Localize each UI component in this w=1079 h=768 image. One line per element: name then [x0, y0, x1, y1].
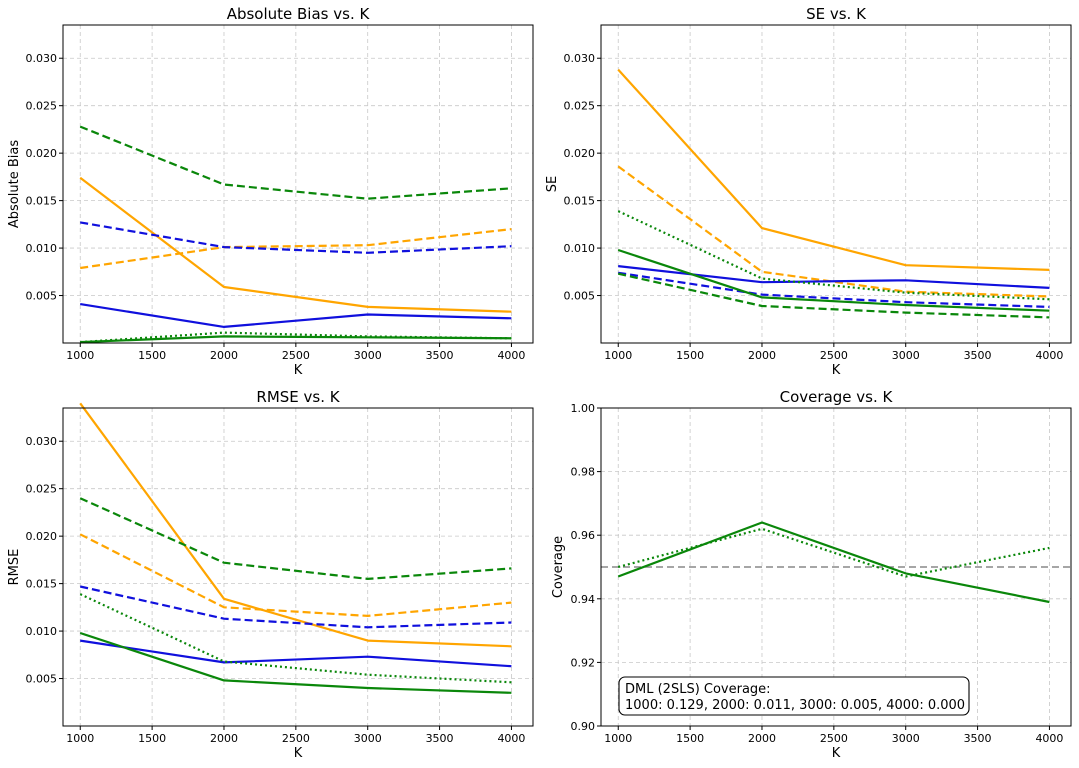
x-tick-label: 2500: [820, 349, 848, 362]
x-tick-label: 2500: [282, 732, 310, 745]
x-tick-label: 1500: [138, 732, 166, 745]
plot-frame: [600, 24, 1072, 344]
x-tick-label: 4000: [1035, 349, 1063, 362]
y-axis-label: RMSE: [7, 549, 22, 586]
series-line-green-solid: [80, 335, 512, 344]
x-tick-label: 3000: [892, 349, 920, 362]
chart-title: Absolute Bias vs. K: [227, 5, 371, 23]
plot-frame: [600, 407, 1072, 727]
series-line-green-dashed: [79, 125, 512, 200]
annotation-line-1: DML (2SLS) Coverage:: [625, 682, 771, 697]
y-tick-label: 0.020: [564, 147, 596, 160]
series-line-green-solid: [617, 521, 1050, 604]
y-tick-label: 0.92: [571, 656, 596, 669]
series-line-green-dotted: [80, 331, 512, 344]
x-tick-label: 2000: [210, 732, 238, 745]
y-tick-label: 0.94: [571, 593, 596, 606]
series-line-blue-dashed: [80, 221, 512, 254]
series-line-blue-solid: [80, 639, 512, 668]
x-tick-label: 3500: [964, 732, 992, 745]
x-tick-label: 2000: [210, 349, 238, 362]
y-tick-label: 0.015: [26, 195, 58, 208]
x-tick-label: 4000: [1035, 732, 1063, 745]
series-line-orange-dashed: [80, 228, 512, 270]
series-line-orange-solid: [617, 68, 1050, 271]
y-tick-label: 0.005: [26, 673, 58, 686]
panel-rmse: RMSE vs. K 1000 1500 2000 2500 3000 3500 4000 …: [7, 388, 534, 761]
x-axis-label: K: [294, 746, 303, 761]
series-line-orange-solid: [79, 402, 512, 648]
x-axis-label: K: [832, 746, 841, 761]
y-tick-label: 0.010: [26, 242, 58, 255]
panel-se: SE vs. K 1000 1500 2000 2500 3000 3500 4000 0.…: [545, 5, 1072, 378]
x-tick-label: 3000: [892, 732, 920, 745]
series-line-orange-solid: [79, 176, 512, 313]
panel-absolute-bias: Absolute Bias vs. K 1000 1500 2000 2500 3000…: [7, 5, 534, 378]
series-line-green-dashed: [617, 272, 1050, 319]
x-tick-label: 1000: [604, 349, 632, 362]
series-line-green-dotted: [617, 210, 1050, 301]
x-tick-label: 1500: [676, 732, 704, 745]
series-line-blue-dashed: [618, 271, 1050, 308]
x-tick-label: 2500: [820, 732, 848, 745]
chart-title: RMSE vs. K: [256, 388, 340, 406]
y-tick-label: 0.020: [26, 530, 58, 543]
x-tick-label: 3000: [354, 349, 382, 362]
y-axis-label: Coverage: [551, 536, 566, 598]
x-tick-label: 3500: [426, 349, 454, 362]
y-axis-label: SE: [545, 176, 560, 192]
x-tick-label: 4000: [497, 732, 525, 745]
y-tick-label: 0.96: [571, 529, 596, 542]
x-axis-label: K: [832, 363, 841, 378]
y-tick-label: 0.005: [26, 290, 58, 303]
x-tick-label: 4000: [497, 349, 525, 362]
y-axis-label: Absolute Bias: [7, 140, 22, 228]
y-tick-label: 0.98: [571, 466, 596, 479]
x-tick-label: 1000: [66, 732, 94, 745]
y-tick-label: 0.030: [26, 52, 58, 65]
x-tick-label: 2500: [282, 349, 310, 362]
y-tick-label: 0.005: [564, 290, 596, 303]
series-line-green-dashed: [79, 497, 512, 581]
series-line-orange-dashed: [79, 533, 512, 618]
x-tick-label: 1500: [676, 349, 704, 362]
y-tick-label: 0.015: [26, 578, 58, 591]
y-tick-label: 0.025: [564, 100, 596, 113]
x-tick-label: 2000: [748, 349, 776, 362]
series-line-orange-dashed: [617, 165, 1050, 298]
series-line-blue-dashed: [79, 585, 512, 629]
annotation-box: [618, 676, 970, 716]
annotation-line-2: 1000: 0.129, 2000: 0.011, 3000: 0.005, 4…: [625, 698, 965, 713]
y-tick-label: 1.00: [571, 402, 596, 415]
series-line-blue-solid: [80, 303, 512, 328]
y-tick-label: 0.010: [564, 242, 596, 255]
panel-coverage: Coverage vs. K 1000 1500 2000 2500 3000 3500 4…: [551, 388, 1072, 761]
series-line-green-dotted: [79, 593, 512, 684]
y-tick-label: 0.025: [26, 100, 58, 113]
series-line-green-solid: [79, 631, 512, 694]
plot-frame: [62, 24, 534, 344]
x-tick-label: 3000: [354, 732, 382, 745]
series-line-green-solid: [617, 248, 1050, 312]
x-tick-label: 2000: [748, 732, 776, 745]
y-tick-label: 0.030: [26, 435, 58, 448]
x-tick-label: 1500: [138, 349, 166, 362]
chart-title: SE vs. K: [806, 5, 867, 23]
x-tick-label: 1000: [66, 349, 94, 362]
x-tick-label: 3500: [426, 732, 454, 745]
y-tick-label: 0.030: [564, 52, 596, 65]
x-tick-label: 1000: [604, 732, 632, 745]
y-tick-label: 0.90: [571, 720, 596, 733]
x-axis-label: K: [294, 363, 303, 378]
coverage-annotation: DML (2SLS) Coverage: 1000: 0.129, 2000: …: [618, 676, 970, 716]
x-tick-label: 3500: [964, 349, 992, 362]
chart-title: Coverage vs. K: [780, 388, 894, 406]
plot-frame: [62, 407, 534, 727]
y-tick-label: 0.015: [564, 195, 596, 208]
y-tick-label: 0.020: [26, 147, 58, 160]
y-tick-label: 0.025: [26, 483, 58, 496]
y-tick-label: 0.010: [26, 625, 58, 638]
